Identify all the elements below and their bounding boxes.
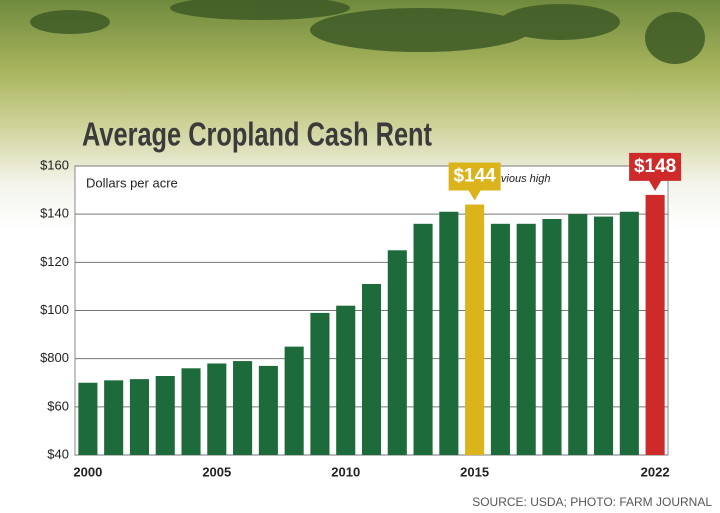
y-tick-label: $40 bbox=[47, 446, 69, 461]
trees bbox=[30, 0, 705, 64]
bar bbox=[594, 216, 614, 455]
bar bbox=[336, 305, 356, 455]
bar bbox=[129, 379, 149, 455]
y-tick-label: $60 bbox=[47, 398, 69, 413]
bar bbox=[465, 204, 485, 455]
value-label: $148 bbox=[634, 156, 676, 177]
bar bbox=[490, 223, 510, 455]
bar bbox=[439, 211, 459, 455]
bar bbox=[619, 211, 639, 455]
source: SOURCE: USDA; PHOTO: FARM JOURNAL bbox=[472, 495, 712, 509]
x-tick-label: 2000 bbox=[73, 464, 102, 479]
bar bbox=[568, 214, 588, 455]
bar bbox=[361, 284, 382, 455]
x-tick-label: 2005 bbox=[202, 464, 231, 479]
x-tick-label: 2010 bbox=[331, 464, 360, 479]
y-tick-label: $140 bbox=[40, 206, 69, 221]
y-tick-label: $160 bbox=[40, 157, 69, 172]
value-label: $144 bbox=[453, 166, 496, 187]
bar bbox=[207, 363, 227, 455]
label-box bbox=[629, 152, 682, 191]
bar bbox=[516, 223, 536, 455]
bar bbox=[258, 365, 278, 455]
bar bbox=[284, 346, 304, 455]
y-tick-label: $800 bbox=[40, 350, 69, 365]
bar bbox=[155, 376, 175, 455]
x-tick-label: 2015 bbox=[460, 464, 489, 479]
bar bbox=[310, 312, 330, 455]
y-tick-label: $120 bbox=[40, 254, 69, 269]
label-box bbox=[448, 162, 501, 201]
bar bbox=[181, 368, 201, 455]
bar bbox=[78, 382, 98, 455]
chart-title: Average Cropland Cash Rent bbox=[82, 116, 432, 153]
y-tick-label: $100 bbox=[40, 302, 69, 317]
bar bbox=[233, 361, 253, 455]
bar bbox=[104, 380, 124, 455]
bar bbox=[645, 194, 665, 455]
x-tick-label: 2022 bbox=[641, 464, 670, 479]
axis-label: Dollars per acre bbox=[86, 175, 178, 190]
bar bbox=[413, 223, 433, 455]
bar bbox=[387, 250, 407, 455]
bar bbox=[542, 218, 562, 455]
